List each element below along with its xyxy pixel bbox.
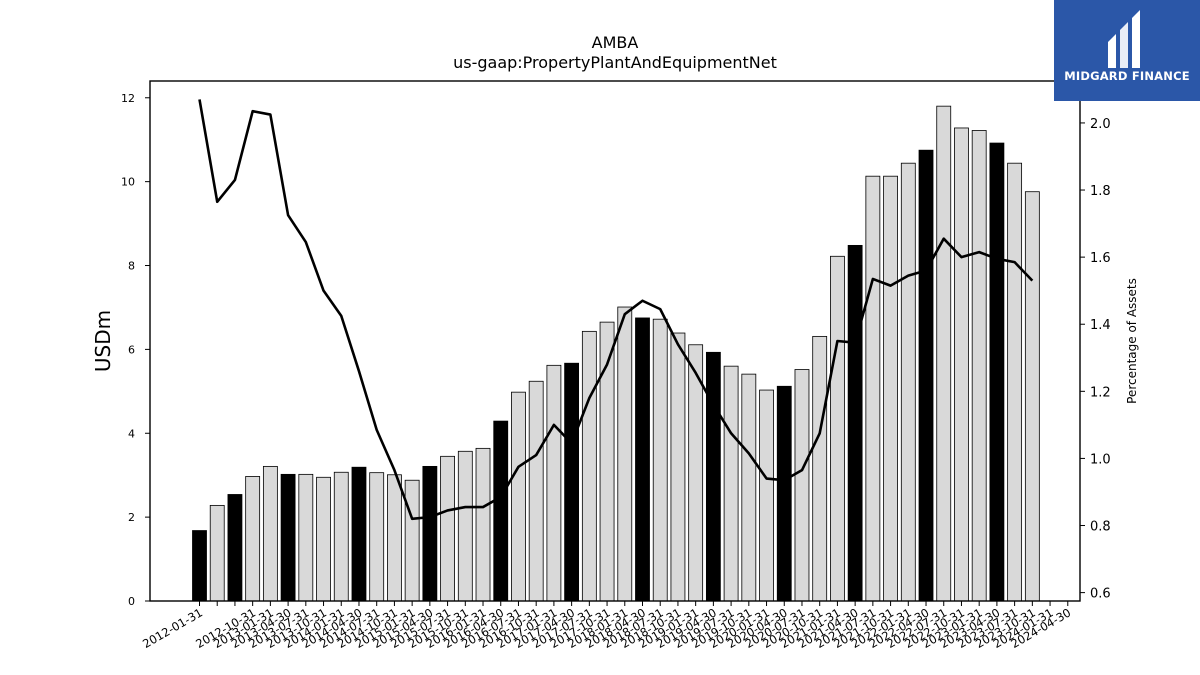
y2-tick-label: 0.8 (1090, 520, 1111, 535)
logo-text: MIDGARD FINANCE (1064, 69, 1190, 83)
bar (351, 466, 367, 602)
bar (989, 142, 1005, 602)
bar (581, 330, 597, 602)
bar (333, 471, 349, 602)
y2-tick-label: 1.8 (1090, 184, 1111, 199)
bar (635, 317, 650, 602)
left-y-axis: 0 2 4 6 8 10 12 (121, 92, 150, 608)
bar (918, 149, 934, 602)
bar (227, 494, 243, 602)
y-tick-label: 10 (121, 176, 135, 189)
y-tick-label: 6 (128, 343, 135, 356)
bar (245, 476, 261, 602)
bar (475, 447, 491, 602)
y2-tick-label: 0.6 (1090, 587, 1111, 602)
logo-mark-icon (1108, 10, 1140, 68)
chart-subtitle: us-gaap:PropertyPlantAndEquipmentNet (453, 53, 777, 72)
brand-logo: MIDGARD FINANCE (1054, 0, 1200, 101)
bar (705, 351, 721, 602)
y2-tick-label: 2.0 (1090, 117, 1111, 132)
bar (936, 105, 952, 602)
bar (617, 306, 633, 602)
bar (741, 373, 757, 602)
bar (954, 127, 969, 602)
plot-frame (149, 80, 1081, 602)
bar (209, 504, 225, 602)
bar (369, 472, 385, 602)
bar (971, 130, 987, 602)
bar (759, 389, 774, 602)
x-axis: 2012-01-312012-10-312013-01-312013-04-30… (140, 601, 1073, 651)
y2-axis-label: Percentage of Assets (1125, 278, 1139, 404)
bar (1007, 162, 1023, 602)
bar (564, 362, 580, 602)
bar (404, 479, 420, 602)
right-y-axis: 0.6 0.8 1.0 1.2 1.4 1.6 1.8 2.0 (1080, 117, 1111, 602)
bar (422, 465, 438, 602)
bar (298, 473, 314, 602)
y-tick-label: 12 (121, 92, 135, 105)
y-tick-label: 0 (128, 595, 135, 608)
bar (900, 162, 916, 602)
bar (883, 175, 898, 602)
bar (794, 369, 810, 602)
y-tick-label: 4 (128, 427, 135, 440)
y2-tick-label: 1.6 (1090, 251, 1111, 266)
bar (776, 385, 792, 602)
y2-tick-label: 1.4 (1090, 318, 1111, 333)
bar (546, 364, 562, 602)
bar (670, 332, 686, 602)
bar (511, 391, 526, 602)
bar (457, 450, 473, 602)
bar-group (192, 105, 1040, 602)
bar (847, 244, 863, 602)
percentage-line (198, 99, 1034, 521)
bar (528, 380, 544, 602)
bar (812, 335, 828, 602)
chart-title: AMBA (592, 33, 639, 52)
bar (652, 318, 668, 602)
bar (1024, 191, 1040, 602)
y2-tick-label: 1.0 (1090, 452, 1111, 467)
bar (192, 530, 207, 602)
bar (387, 474, 402, 602)
bar (865, 175, 881, 602)
bar (262, 465, 278, 602)
y-tick-label: 8 (128, 260, 135, 273)
line-layer (198, 99, 1034, 521)
y-axis-label: USDm (91, 310, 115, 372)
bar (280, 473, 296, 602)
bar (830, 255, 845, 602)
bar (723, 365, 739, 602)
bar (316, 476, 331, 602)
y-tick-label: 2 (128, 511, 135, 524)
bar (440, 455, 455, 602)
bar (493, 420, 509, 602)
y2-tick-label: 1.2 (1090, 385, 1111, 400)
